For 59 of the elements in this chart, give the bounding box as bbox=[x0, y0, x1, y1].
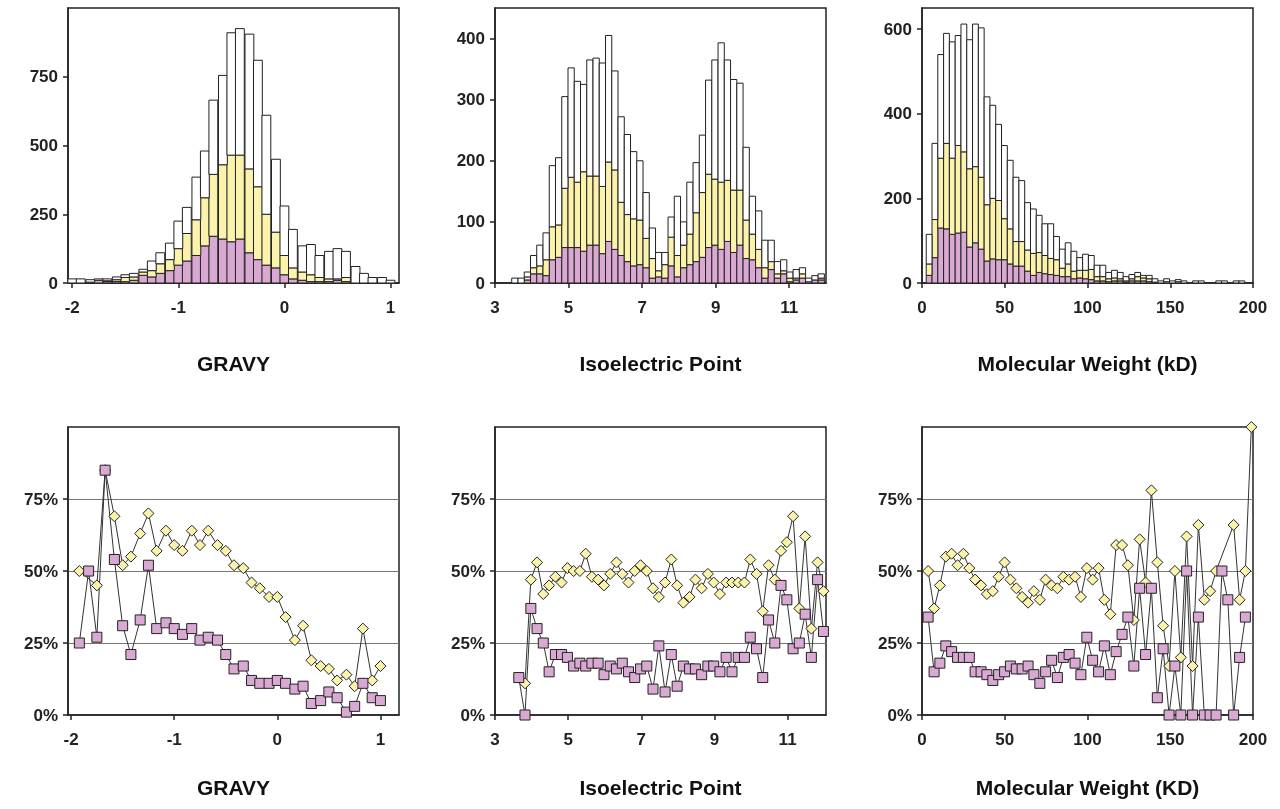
y-tick-label: 50% bbox=[23, 561, 58, 581]
y-tick-label: 400 bbox=[883, 104, 912, 124]
x-axis-title: Isoelectric Point bbox=[579, 352, 742, 375]
x-tick-label: 1 bbox=[375, 730, 386, 749]
y-tick-label: 500 bbox=[29, 136, 58, 155]
y-tick-label: 0% bbox=[33, 705, 58, 725]
x-tick-label: 5 bbox=[563, 730, 573, 749]
y-tick-label: 25% bbox=[23, 633, 58, 653]
y-tick-label: 400 bbox=[456, 29, 485, 49]
x-tick-label: 11 bbox=[780, 298, 799, 317]
y-tick-label: 25% bbox=[450, 633, 485, 653]
x-axis-title: Molecular Weight (KD) bbox=[975, 776, 1200, 799]
x-tick-label: 7 bbox=[637, 298, 647, 317]
x-tick-label: 0 bbox=[279, 298, 290, 317]
y-tick-label: 100 bbox=[456, 212, 485, 232]
y-tick-label: 25% bbox=[877, 633, 912, 653]
x-tick-label: 9 bbox=[709, 730, 720, 749]
x-axis-title: GRAVY bbox=[196, 352, 271, 375]
y-tick-label: 600 bbox=[883, 19, 912, 39]
x-tick-label: 0 bbox=[272, 730, 283, 749]
y-tick-label: 300 bbox=[456, 90, 485, 110]
x-tick-label: 200 bbox=[1238, 730, 1268, 749]
y-tick-label: 250 bbox=[29, 204, 58, 224]
x-tick-label: 7 bbox=[636, 730, 647, 749]
x-tick-label: 100 bbox=[1073, 730, 1102, 749]
x-tick-label: 5 bbox=[563, 298, 574, 317]
x-tick-label: 50 bbox=[995, 730, 1015, 749]
y-tick-label: 200 bbox=[883, 188, 912, 208]
y-tick-label: 0 bbox=[902, 273, 912, 293]
x-tick-label: 3 bbox=[490, 730, 500, 749]
x-axis-title: GRAVY bbox=[196, 776, 271, 799]
y-tick-label: 0% bbox=[460, 705, 485, 725]
y-tick-label: 750 bbox=[29, 67, 58, 87]
x-tick-label: 9 bbox=[710, 298, 721, 317]
y-tick-label: 75% bbox=[450, 489, 485, 509]
x-tick-label: 0 bbox=[917, 730, 927, 749]
x-axis-title: Isoelectric Point bbox=[579, 776, 742, 799]
y-tick-label: 75% bbox=[23, 489, 58, 509]
x-tick-label: 100 bbox=[1073, 298, 1102, 317]
x-tick-label: -2 bbox=[64, 298, 80, 317]
x-tick-label: 150 bbox=[1156, 730, 1185, 749]
x-tick-label: 11 bbox=[778, 730, 797, 749]
x-tick-label: -2 bbox=[63, 730, 79, 749]
x-tick-label: 200 bbox=[1238, 298, 1268, 317]
x-tick-label: -1 bbox=[170, 298, 186, 317]
x-tick-label: 150 bbox=[1156, 298, 1185, 317]
x-tick-label: 50 bbox=[995, 298, 1015, 317]
x-tick-label: 0 bbox=[917, 298, 927, 317]
y-tick-label: 0 bbox=[48, 273, 58, 293]
y-tick-label: 0% bbox=[887, 705, 912, 725]
x-tick-label: -1 bbox=[166, 730, 182, 749]
y-tick-label: 50% bbox=[877, 561, 912, 581]
y-tick-label: 50% bbox=[450, 561, 485, 581]
y-tick-label: 200 bbox=[456, 151, 485, 171]
y-tick-label: 75% bbox=[877, 489, 912, 509]
x-axis-title: Molecular Weight (kD) bbox=[977, 352, 1198, 375]
y-tick-label: 0 bbox=[475, 273, 485, 293]
x-tick-label: 3 bbox=[490, 298, 500, 317]
x-tick-label: 1 bbox=[385, 298, 396, 317]
